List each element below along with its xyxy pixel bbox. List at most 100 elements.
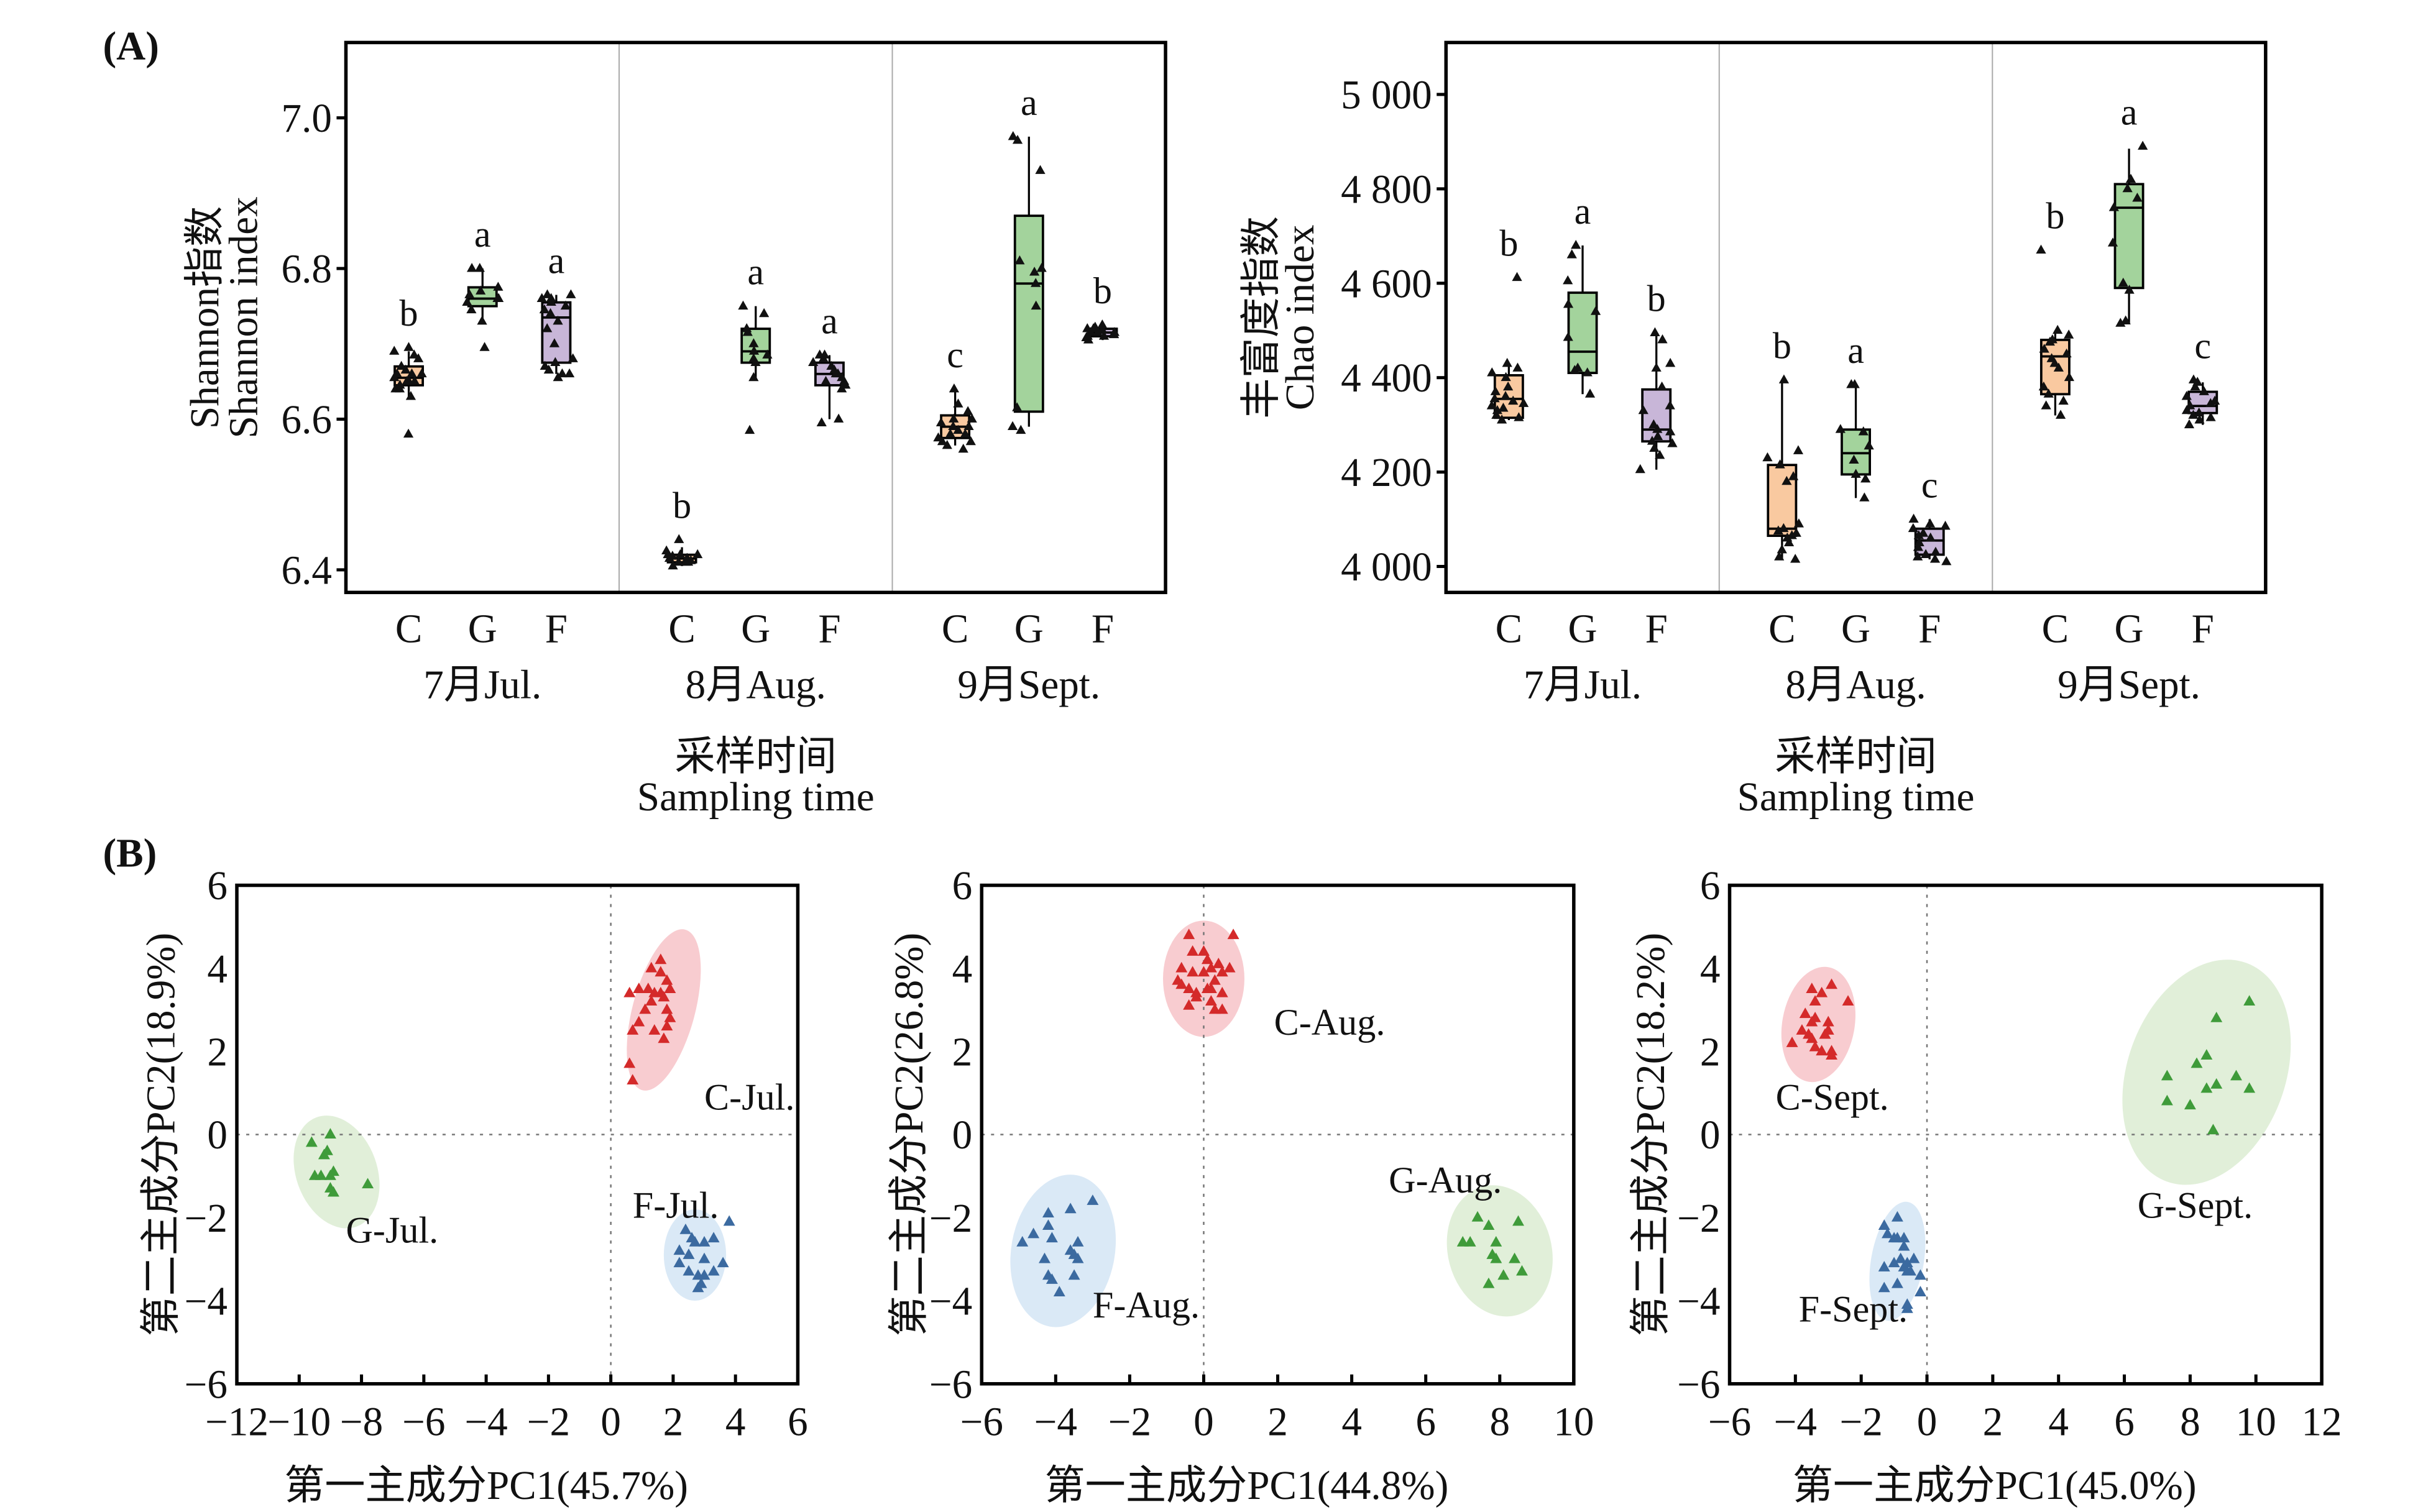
data-point: [642, 983, 655, 993]
data-point: [965, 436, 976, 446]
data-point: [1487, 367, 1497, 377]
significance-letter: b: [2046, 196, 2064, 237]
data-point: [1175, 978, 1188, 989]
data-point: [1208, 974, 1221, 985]
data-point: [1775, 459, 1785, 469]
data-point: [1500, 391, 1511, 400]
x-tick-label: 0: [1193, 1400, 1214, 1444]
data-point: [1929, 554, 1941, 563]
data-point: [324, 1169, 336, 1180]
data-point: [1573, 362, 1583, 372]
y-axis-label-en: Shannon index: [222, 196, 267, 438]
treatment-tick-label: C: [395, 607, 422, 652]
chao-boxplot: 4 000 4 200 4 400 4 600 4 800 5 000 丰富度指数Chao …: [1239, 40, 2268, 820]
data-point: [1008, 131, 1018, 140]
data-point: [1651, 362, 1662, 372]
x-tick-label: 4: [1341, 1400, 1362, 1444]
significance-letter: a: [474, 214, 491, 255]
data-point: [723, 1215, 735, 1226]
data-point: [1512, 362, 1523, 372]
x-tick-label: −4: [1774, 1400, 1817, 1444]
plot-frame: [344, 40, 1167, 595]
data-point: [633, 1015, 645, 1027]
data-point: [1888, 1257, 1900, 1268]
data-point: [362, 1178, 374, 1189]
data-point: [1490, 1235, 1502, 1247]
data-point: [645, 995, 658, 1006]
plot-frame: [1444, 40, 2268, 595]
data-point: [1667, 438, 1678, 447]
data-point: [953, 424, 963, 434]
data-point: [1563, 332, 1573, 341]
data-point: [1584, 388, 1596, 398]
data-point: [698, 1269, 710, 1280]
data-point: [1208, 1003, 1221, 1014]
data-point: [742, 323, 752, 332]
group-label: F-Aug.: [1093, 1285, 1200, 1326]
data-point: [1665, 400, 1675, 410]
x-tick-label: 2: [1983, 1400, 2003, 1444]
data-point: [1483, 1219, 1495, 1230]
data-point: [1205, 995, 1217, 1006]
treatment-tick-label: C: [1496, 607, 1522, 652]
data-point: [1864, 440, 1874, 450]
y-axis-label-cn: Shannon指数: [183, 206, 228, 429]
data-point: [1038, 1252, 1051, 1263]
data-point: [2209, 395, 2220, 405]
data-point: [1650, 327, 1660, 336]
y-tick-label: 4 000: [1341, 545, 1432, 590]
box: [1841, 428, 1871, 476]
data-point: [1819, 1028, 1831, 1039]
data-point: [1087, 1194, 1099, 1205]
group-label: 9月Sept.: [2057, 663, 2200, 708]
data-point: [1197, 966, 1210, 977]
treatment-tick-label: F: [545, 607, 568, 652]
x-tick-label: 8: [2180, 1400, 2200, 1444]
data-point: [2210, 1011, 2223, 1022]
data-point: [953, 398, 963, 408]
data-point: [2205, 398, 2216, 407]
group-label: 9月Sept.: [957, 663, 1100, 708]
data-point: [2115, 318, 2126, 327]
data-point: [1014, 255, 1025, 265]
data-point: [394, 383, 405, 393]
data-point: [1891, 1211, 1903, 1222]
data-point: [1898, 1240, 1910, 1251]
data-point: [2191, 1057, 2203, 1068]
data-point: [2184, 1099, 2196, 1110]
data-point: [683, 1265, 695, 1276]
treatment-tick-label: F: [1645, 607, 1668, 652]
data-point: [536, 293, 547, 302]
data-point: [1851, 469, 1861, 478]
data-point: [963, 406, 973, 415]
data-point: [1036, 263, 1047, 272]
data-point: [1901, 1302, 1913, 1313]
treatment-tick-label: G: [741, 607, 770, 652]
data-point: [2053, 362, 2064, 372]
x-tick-label: 2: [1267, 1400, 1288, 1444]
data-point: [1778, 374, 1790, 383]
data-point: [2184, 419, 2195, 429]
data-point: [1227, 928, 1239, 940]
treatment-tick-label: F: [2192, 607, 2214, 652]
y-tick-label: 4 400: [1341, 356, 1432, 401]
data-point: [692, 1281, 704, 1293]
data-point: [1826, 978, 1838, 989]
data-point: [324, 1128, 336, 1139]
treatment-tick-label: C: [668, 607, 695, 652]
data-point: [1492, 405, 1502, 415]
data-point: [1187, 945, 1199, 956]
data-point: [673, 1244, 686, 1255]
data-point: [1212, 958, 1225, 968]
data-point: [958, 443, 968, 453]
data-point: [1514, 412, 1524, 421]
data-point: [318, 1148, 330, 1160]
significance-letter: b: [1093, 270, 1112, 312]
data-point: [1799, 1007, 1811, 1019]
data-point: [1490, 386, 1501, 395]
data-point: [738, 300, 748, 310]
data-point: [477, 315, 487, 325]
data-point: [2064, 329, 2074, 339]
panel-label-b: (B): [103, 831, 157, 876]
data-point: [1028, 1227, 1040, 1239]
